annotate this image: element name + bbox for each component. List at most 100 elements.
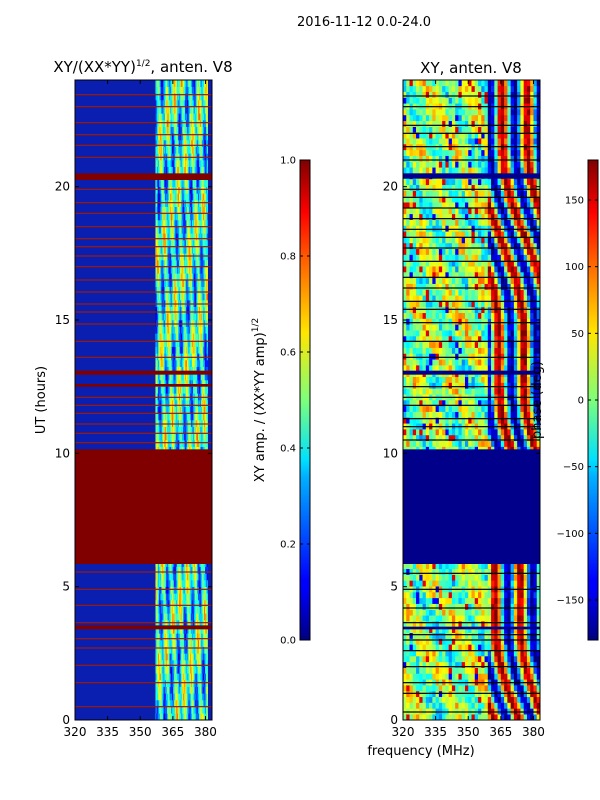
left-heatmap-cell: [185, 113, 187, 121]
left-heatmap-cell: [178, 113, 180, 121]
left-heatmap-cell: [189, 366, 191, 374]
left-heatmap-cell: [191, 660, 193, 667]
left-heatmap-cell: [185, 606, 187, 614]
left-heatmap-cell: [178, 140, 180, 147]
left-heatmap-cell: [164, 326, 166, 334]
left-heatmap-cell: [184, 406, 186, 414]
left-heatmap-cell: [199, 566, 201, 574]
left-heatmap-cell: [177, 666, 179, 674]
left-heatmap-cell: [183, 280, 185, 287]
left-heatmap-cell: [195, 246, 197, 254]
left-heatmap-cell: [157, 566, 159, 574]
left-heatmap-cell: [167, 640, 169, 647]
left-heatmap-cell: [166, 226, 168, 234]
left-heatmap-cell: [155, 186, 157, 194]
left-heatmap-cell: [188, 106, 190, 114]
left-heatmap-cell: [181, 586, 183, 594]
left-heatmap-cell: [181, 186, 183, 194]
left-heatmap-cell: [187, 293, 189, 301]
left-heatmap-cell: [172, 386, 175, 394]
left-heatmap-cell: [164, 160, 166, 167]
left-heatmap-cell: [198, 260, 200, 267]
left-heatmap-cell: [196, 673, 198, 681]
left-heatmap-cell: [168, 646, 170, 654]
left-heatmap-cell: [196, 360, 198, 367]
left-heatmap-cell: [162, 146, 164, 154]
left-heatmap-cell: [189, 426, 191, 434]
left-heatmap-cell: [170, 713, 172, 720]
left-heatmap-cell: [197, 226, 199, 234]
left-heatmap-cell: [156, 366, 158, 374]
left-heatmap-cell: [190, 400, 192, 407]
left-heatmap-cell: [185, 233, 188, 241]
left-heatmap-cell: [157, 86, 159, 94]
left-heatmap-cell: [178, 713, 180, 720]
left-heatmap-cell: [185, 400, 187, 407]
left-heatmap-cell: [160, 226, 162, 234]
left-heatmap-cell: [185, 260, 187, 267]
left-heatmap-cell: [171, 333, 173, 341]
left-heatmap-cell: [190, 273, 192, 281]
left-heatmap-cell: [193, 400, 195, 407]
left-heatmap-cell: [169, 80, 171, 87]
left-heatmap-cell: [165, 326, 168, 334]
left-heatmap-cell: [177, 653, 179, 661]
left-heatmap-cell: [166, 200, 168, 207]
left-heatmap-cell: [182, 600, 184, 607]
left-heatmap-cell: [160, 293, 162, 301]
left-heatmap-cell: [182, 106, 184, 114]
left-heatmap-cell: [164, 80, 166, 87]
left-heatmap-cell: [190, 620, 192, 627]
left-heatmap-cell: [180, 373, 182, 381]
left-heatmap-cell: [193, 586, 195, 594]
left-heatmap-cell: [193, 100, 195, 107]
left-heatmap-cell: [177, 613, 179, 621]
left-heatmap-cell: [165, 340, 167, 347]
left-heatmap-cell: [167, 306, 169, 314]
left-heatmap-cell: [198, 680, 201, 687]
left-heatmap-cell: [177, 213, 179, 221]
left-heatmap-cell: [193, 313, 195, 321]
left-heatmap-cell: [158, 273, 160, 281]
left-heatmap-cell: [189, 600, 191, 607]
left-heatmap-cell: [179, 200, 181, 207]
left-heatmap-cell: [187, 306, 189, 314]
left-heatmap-cell: [189, 413, 191, 421]
left-heatmap-cell: [193, 406, 195, 414]
left-heatmap-cell: [162, 306, 164, 314]
left-heatmap-cell: [195, 160, 197, 167]
left-heatmap-cell: [156, 286, 158, 294]
left-heatmap-cell: [166, 573, 168, 581]
left-heatmap-cell: [180, 573, 182, 581]
left-heatmap-cell: [159, 713, 161, 720]
left-heatmap-cell: [186, 620, 188, 627]
left-heatmap-cell: [199, 573, 201, 581]
left-heatmap-cell: [164, 260, 166, 267]
left-heatmap-cell: [196, 406, 198, 414]
left-heatmap-cell: [188, 666, 190, 674]
left-heatmap-cell: [186, 660, 188, 667]
left-heatmap-cell: [199, 600, 201, 607]
left-heatmap-cell: [168, 206, 170, 214]
left-heatmap-cell: [165, 580, 167, 587]
left-heatmap-cell: [167, 340, 169, 347]
left-heatmap-cell: [165, 206, 167, 214]
left-heatmap-cell: [160, 193, 162, 201]
left-heatmap-cell: [198, 113, 200, 121]
left-heatmap-cell: [169, 413, 171, 421]
left-heatmap-cell: [191, 573, 194, 581]
left-heatmap-cell: [199, 80, 201, 87]
left-heatmap-cell: [163, 220, 165, 227]
left-heatmap-cell: [175, 406, 177, 414]
left-heatmap-cell: [155, 160, 157, 167]
left-heatmap-cell: [171, 366, 173, 374]
left-heatmap-cell: [198, 200, 200, 207]
left-heatmap-cell: [188, 133, 190, 141]
left-heatmap-cell: [177, 306, 179, 314]
left-heatmap-cell: [187, 266, 189, 274]
left-heatmap-cell: [192, 80, 195, 87]
left-heatmap-cell: [185, 673, 188, 681]
left-heatmap-cell: [175, 566, 177, 574]
left-heatmap-cell: [175, 360, 177, 367]
